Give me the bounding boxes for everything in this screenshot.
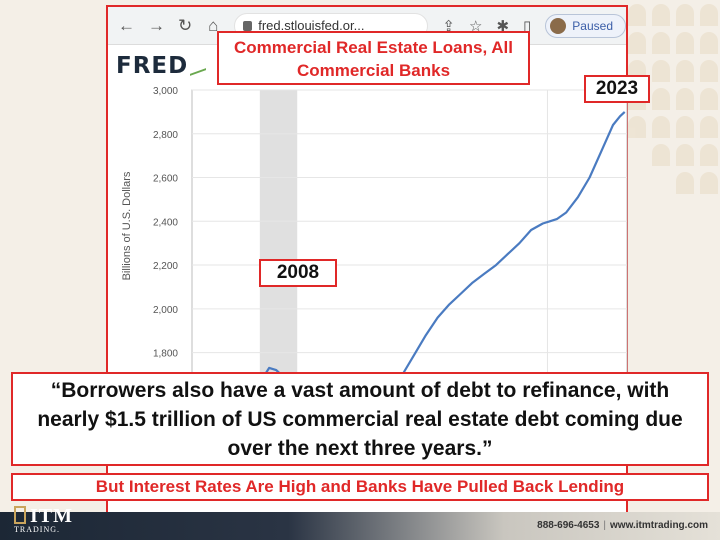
annotation-2023: 2023 bbox=[584, 75, 650, 103]
itm-logo-sub: TRADING. bbox=[14, 525, 60, 534]
y-tick-label: 2,200 bbox=[153, 261, 178, 272]
share-icon[interactable]: ⇪ bbox=[442, 17, 455, 35]
profile-paused-button[interactable]: Paused bbox=[545, 13, 626, 38]
itm-logo-text: ITM bbox=[30, 505, 73, 527]
y-tick-label: 2,800 bbox=[153, 130, 178, 141]
y-tick-label: 2,600 bbox=[153, 174, 178, 185]
website-link[interactable]: www.itmtrading.com bbox=[610, 520, 708, 531]
divider: | bbox=[603, 520, 607, 531]
y-axis-label: Billions of U.S. Dollars bbox=[121, 171, 133, 280]
series-line bbox=[202, 111, 626, 463]
footer-bar bbox=[0, 512, 720, 540]
decorative-pattern bbox=[620, 0, 720, 230]
home-icon[interactable]: ⌂ bbox=[208, 15, 219, 35]
forward-icon[interactable]: → bbox=[148, 15, 165, 35]
annotation-2008: 2008 bbox=[259, 259, 337, 287]
quote: “Borrowers also have a vast amount of de… bbox=[11, 372, 709, 466]
lock-icon bbox=[243, 20, 253, 31]
avatar bbox=[550, 17, 567, 34]
chart-title: Commercial Real Estate Loans, All Commer… bbox=[217, 31, 530, 85]
reload-icon[interactable]: ↻ bbox=[178, 15, 193, 35]
footer-contact: 888-696-4653 | www.itmtrading.com bbox=[537, 520, 708, 531]
paused-label: Paused bbox=[572, 18, 613, 33]
star-icon[interactable]: ☆ bbox=[469, 17, 483, 35]
fred-logo: FRED bbox=[116, 53, 207, 79]
fred-logo-text: FRED bbox=[116, 53, 189, 79]
phone-number: 888-696-4653 bbox=[537, 520, 600, 531]
sidebar-icon[interactable]: ▯ bbox=[523, 17, 532, 35]
y-tick-label: 3,000 bbox=[153, 86, 178, 97]
back-icon[interactable]: ← bbox=[118, 15, 135, 35]
subtitle: But Interest Rates Are High and Banks Ha… bbox=[11, 473, 709, 501]
y-tick-label: 2,400 bbox=[153, 217, 178, 228]
url-text: fred.stlouisfed.or... bbox=[258, 18, 365, 33]
extensions-icon[interactable]: ✱ bbox=[496, 17, 510, 35]
y-tick-label: 1,800 bbox=[153, 349, 178, 360]
y-tick-label: 2,000 bbox=[153, 305, 178, 316]
pillar-icon bbox=[14, 506, 26, 524]
itm-logo: ITM TRADING. bbox=[14, 505, 73, 534]
